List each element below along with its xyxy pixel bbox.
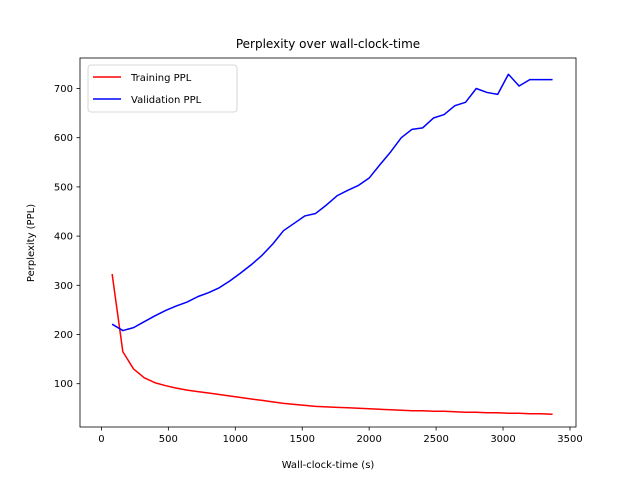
x-tick-label-2500: 2500 xyxy=(423,434,448,445)
y-tick-label-400: 400 xyxy=(54,232,73,243)
series-line-training-ppl xyxy=(111,273,553,415)
series-line-validation-ppl xyxy=(111,73,553,332)
y-tick-label-700: 700 xyxy=(54,84,73,95)
x-tick-label-3500: 3500 xyxy=(557,434,582,445)
chart-title: Perplexity over wall-clock-time xyxy=(236,37,420,51)
y-axis-title: Perplexity (PPL) xyxy=(26,204,37,282)
x-tick-label-500: 500 xyxy=(159,434,178,445)
plot-area: 0 500 1000 1500 2000 2500 3000 3500 100 200 300 400… xyxy=(54,57,583,445)
legend-label-training-ppl: Training PPL xyxy=(130,73,192,84)
legend-box xyxy=(87,64,238,113)
x-tick-label-3000: 3000 xyxy=(490,434,515,445)
x-tick-label-1000: 1000 xyxy=(223,434,248,445)
x-tick-label-1500: 1500 xyxy=(290,434,315,445)
y-tick-label-500: 500 xyxy=(54,182,73,193)
y-tick-label-600: 600 xyxy=(54,133,73,144)
legend: Training PPL Validation PPL xyxy=(87,64,238,113)
y-tick-label-100: 100 xyxy=(54,379,73,390)
x-tick-label-0: 0 xyxy=(98,434,104,445)
legend-label-validation-ppl: Validation PPL xyxy=(131,95,202,106)
axes-frame xyxy=(79,57,577,428)
x-tick-label-2000: 2000 xyxy=(356,434,381,445)
x-axis-title: Wall-clock-time (s) xyxy=(282,460,375,471)
y-tick-label-300: 300 xyxy=(54,281,73,292)
y-tick-label-200: 200 xyxy=(54,330,73,341)
